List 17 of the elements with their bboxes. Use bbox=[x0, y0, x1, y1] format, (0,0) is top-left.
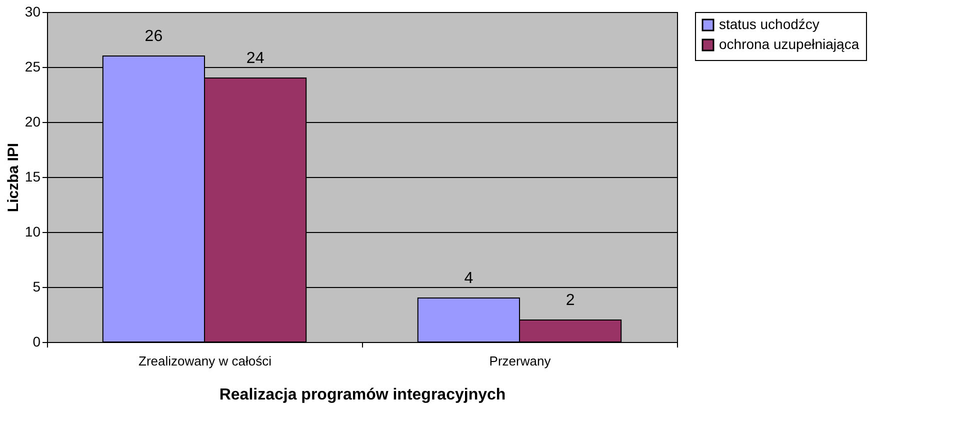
y-tick-label: 20 bbox=[24, 114, 41, 130]
y-tick-label: 30 bbox=[24, 4, 41, 20]
y-tick-label: 5 bbox=[32, 278, 41, 294]
data-label: 2 bbox=[566, 292, 575, 309]
x-tick-label: Przerwany bbox=[489, 354, 552, 368]
x-axis-title: Realizacja programów integracyjnych bbox=[219, 386, 506, 404]
data-label: 4 bbox=[464, 270, 474, 287]
y-tick-label: 25 bbox=[24, 58, 41, 74]
y-tick-label: 0 bbox=[32, 334, 41, 350]
data-label: 26 bbox=[144, 28, 163, 45]
y-tick-label: 10 bbox=[24, 224, 41, 240]
x-tick-label: Zrealizowany w całości bbox=[138, 354, 272, 368]
y-tick-label: 15 bbox=[24, 168, 41, 184]
y-axis-title: Liczba IPI bbox=[4, 142, 22, 212]
data-label: 24 bbox=[246, 50, 264, 67]
legend-label: status uchodźcy bbox=[719, 16, 820, 32]
legend-label: ochrona uzupełniająca bbox=[719, 36, 860, 52]
